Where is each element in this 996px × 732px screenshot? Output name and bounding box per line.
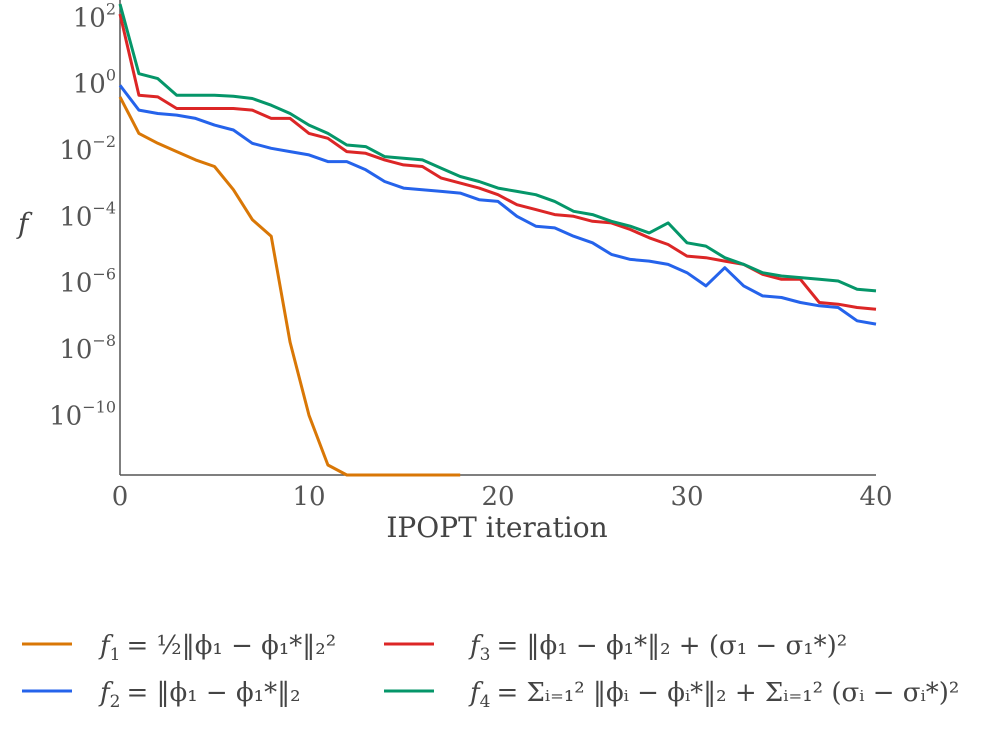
series-line-f3 <box>118 13 877 311</box>
x-tick-label: 40 <box>859 482 892 512</box>
x-tick-label: 10 <box>292 482 325 512</box>
legend-item-f3: f3 = ‖ϕ₁ − ϕ₁*‖₂ + (σ₁ − σ₁*)² <box>384 631 847 665</box>
legend-label-f2: f2 = ‖ϕ₁ − ϕ₁*‖₂ <box>98 678 301 712</box>
legend: f1 = ½‖ϕ₁ − ϕ₁*‖₂² f2 = ‖ϕ₁ − ϕ₁*‖₂ f3 = ‖ϕ… <box>22 631 959 712</box>
y-tick-label: 10−10 <box>49 397 116 431</box>
x-tick-label: 0 <box>112 482 129 512</box>
legend-item-f2: f2 = ‖ϕ₁ − ϕ₁*‖₂ <box>22 678 301 712</box>
y-tick-label: 10−2 <box>59 132 116 166</box>
legend-label-f3: f3 = ‖ϕ₁ − ϕ₁*‖₂ + (σ₁ − σ₁*)² <box>468 631 847 665</box>
legend-item-f1: f1 = ½‖ϕ₁ − ϕ₁*‖₂² <box>22 631 336 665</box>
legend-label-f4: f4 = Σᵢ₌₁² ‖ϕᵢ − ϕᵢ*‖₂ + Σᵢ₌₁² (σᵢ − σᵢ*)… <box>468 678 959 712</box>
x-tick-label: 20 <box>481 482 514 512</box>
x-tick-label: 30 <box>670 482 703 512</box>
legend-label-f1: f1 = ½‖ϕ₁ − ϕ₁*‖₂² <box>98 631 336 665</box>
y-tick-label: 10−6 <box>59 265 116 299</box>
plot-area: 0 10 20 30 40 102 100 10−2 10−4 10−6 10−8 10−10 <box>49 0 893 512</box>
series-line-f4 <box>118 3 877 293</box>
x-axis-label: IPOPT iteration <box>386 511 607 544</box>
y-tick-label: 10−8 <box>59 331 116 365</box>
y-tick-label: 102 <box>73 0 116 33</box>
series-line-f2 <box>118 84 877 326</box>
y-tick-labels: 102 100 10−2 10−4 10−6 10−8 10−10 <box>49 0 116 431</box>
y-tick-label: 100 <box>73 66 116 100</box>
y-tick-label: 10−4 <box>59 198 116 232</box>
y-axis-label: f <box>16 207 33 240</box>
legend-item-f4: f4 = Σᵢ₌₁² ‖ϕᵢ − ϕᵢ*‖₂ + Σᵢ₌₁² (σᵢ − σᵢ*)… <box>384 678 959 712</box>
series-line-f1 <box>118 96 461 477</box>
x-tick-labels: 0 10 20 30 40 <box>112 482 893 512</box>
series-layer <box>118 3 877 477</box>
